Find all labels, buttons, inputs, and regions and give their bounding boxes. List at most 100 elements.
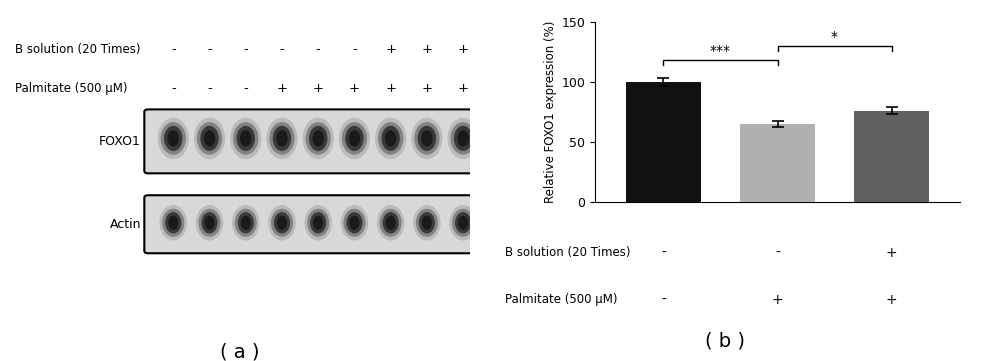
Ellipse shape [230,118,261,159]
Text: -: - [316,43,321,56]
Ellipse shape [449,205,477,240]
Ellipse shape [385,130,396,147]
Ellipse shape [455,212,471,234]
Text: -: - [207,43,212,56]
Ellipse shape [233,122,258,155]
Ellipse shape [413,205,441,240]
Ellipse shape [377,205,404,240]
FancyBboxPatch shape [144,109,476,173]
Ellipse shape [312,130,324,147]
Ellipse shape [452,209,474,237]
Ellipse shape [416,209,438,237]
Ellipse shape [458,216,468,230]
Ellipse shape [274,212,290,234]
Text: -: - [661,246,666,260]
Ellipse shape [303,118,334,159]
Ellipse shape [200,126,219,151]
Ellipse shape [160,205,187,240]
Ellipse shape [309,126,327,151]
Ellipse shape [343,209,365,237]
Text: FOXO1: FOXO1 [99,135,141,148]
Ellipse shape [204,130,215,147]
Ellipse shape [238,212,254,234]
Text: -: - [280,43,284,56]
Ellipse shape [196,205,223,240]
Text: +: + [385,82,396,95]
Ellipse shape [273,126,291,151]
Ellipse shape [341,205,368,240]
Ellipse shape [345,126,364,151]
Ellipse shape [235,209,257,237]
Ellipse shape [381,126,400,151]
Ellipse shape [240,130,252,147]
Ellipse shape [168,216,178,230]
Bar [626,82,701,202]
Text: +: + [276,82,287,95]
Ellipse shape [161,122,186,155]
Ellipse shape [277,216,287,230]
Ellipse shape [269,122,295,155]
Ellipse shape [304,205,332,240]
Text: Actin: Actin [110,218,141,231]
Ellipse shape [386,216,396,230]
Ellipse shape [164,126,182,151]
Text: +: + [458,43,469,56]
Text: ( b ): ( b ) [705,331,745,350]
Ellipse shape [349,130,360,147]
Ellipse shape [237,126,255,151]
Ellipse shape [411,118,443,159]
Text: +: + [421,82,432,95]
Ellipse shape [339,118,370,159]
Ellipse shape [306,122,331,155]
Text: -: - [243,43,248,56]
Ellipse shape [198,209,221,237]
Ellipse shape [419,212,435,234]
Text: -: - [352,43,357,56]
Text: +: + [886,293,897,306]
Text: +: + [349,82,360,95]
Text: +: + [772,293,783,306]
Ellipse shape [165,212,181,234]
Ellipse shape [450,122,476,155]
Ellipse shape [457,130,469,147]
Ellipse shape [310,212,326,234]
FancyBboxPatch shape [144,195,476,253]
Ellipse shape [168,130,179,147]
Ellipse shape [307,209,329,237]
Text: ***: *** [710,44,731,58]
Text: +: + [886,246,897,260]
Ellipse shape [422,216,432,230]
Ellipse shape [162,209,184,237]
Ellipse shape [241,216,251,230]
Text: -: - [661,293,666,306]
Bar [740,124,815,202]
Text: +: + [313,82,324,95]
Ellipse shape [201,212,218,234]
Ellipse shape [313,216,323,230]
Ellipse shape [346,212,362,234]
Text: B solution (20 Times): B solution (20 Times) [15,43,140,56]
Ellipse shape [349,216,359,230]
Bar [854,111,929,202]
Text: *: * [831,30,838,44]
Ellipse shape [266,118,298,159]
Text: +: + [385,43,396,56]
Ellipse shape [380,209,402,237]
Text: Palmitate (500 μM): Palmitate (500 μM) [15,82,127,95]
Text: -: - [171,82,176,95]
Ellipse shape [378,122,403,155]
Text: +: + [458,82,469,95]
Ellipse shape [421,130,433,147]
Text: -: - [207,82,212,95]
Text: B solution (20 Times): B solution (20 Times) [505,246,631,259]
Ellipse shape [375,118,406,159]
Text: Palmitate (500 μM): Palmitate (500 μM) [505,293,618,306]
Ellipse shape [197,122,222,155]
Ellipse shape [204,216,215,230]
Ellipse shape [268,205,296,240]
Ellipse shape [194,118,225,159]
Text: ( a ): ( a ) [220,343,260,361]
Text: -: - [775,246,780,260]
Ellipse shape [383,212,399,234]
Ellipse shape [447,118,479,159]
